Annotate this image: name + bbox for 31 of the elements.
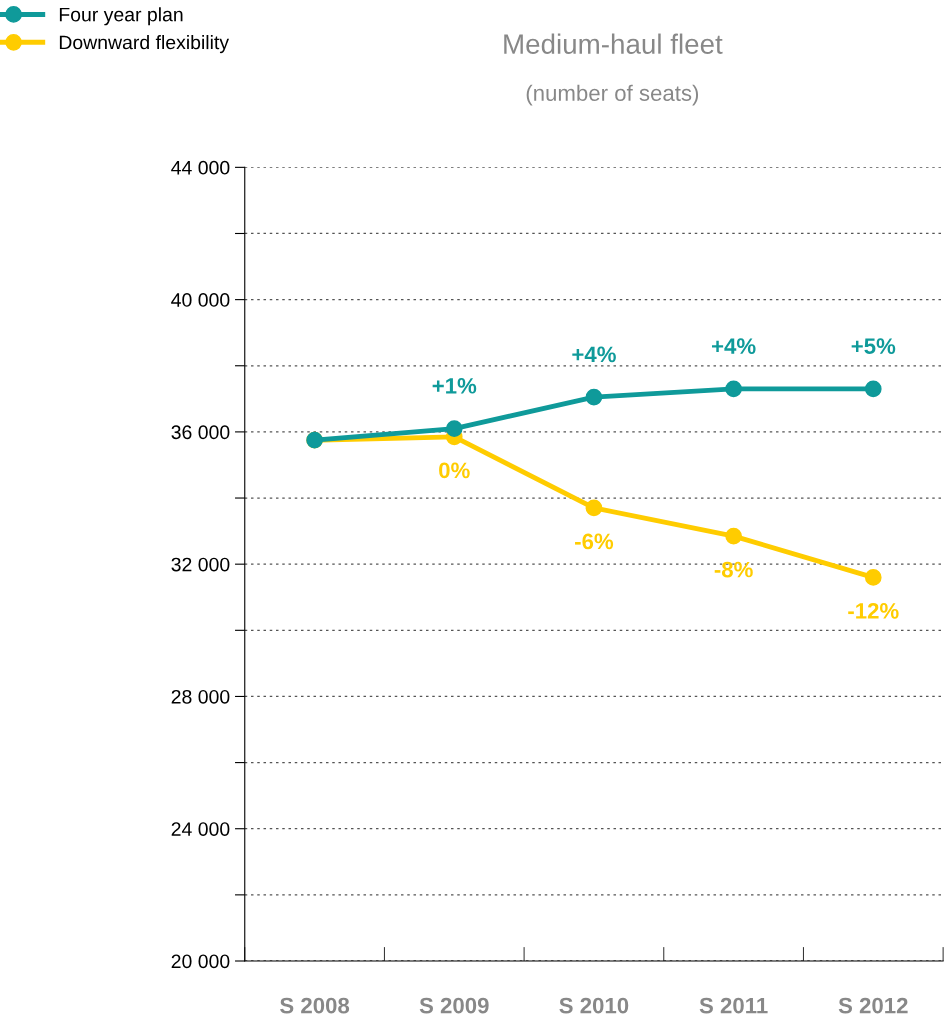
annotation: -6% bbox=[575, 533, 614, 550]
annotation: -8% bbox=[714, 561, 753, 578]
annotation: -12% bbox=[848, 602, 899, 619]
x-tick-label: S 2010 bbox=[559, 997, 629, 1014]
x-tick-label: S 2012 bbox=[838, 997, 908, 1014]
y-tick-label: 36 000 bbox=[171, 425, 230, 440]
chart-title: Medium-haul fleet bbox=[504, 33, 723, 54]
y-tick-label: 32 000 bbox=[171, 557, 230, 572]
point bbox=[864, 380, 882, 398]
x-tick-label: S 2009 bbox=[419, 997, 489, 1014]
legend-label: Downward flexibility bbox=[59, 35, 230, 54]
y-tick-label: 28 000 bbox=[171, 689, 230, 704]
y-tick-label: 24 000 bbox=[171, 822, 230, 836]
point bbox=[725, 527, 742, 545]
point bbox=[585, 388, 603, 406]
point bbox=[585, 499, 603, 517]
point bbox=[864, 569, 882, 586]
x-tick-label: S 2008 bbox=[280, 997, 350, 1014]
y-tick-label: 40 000 bbox=[171, 293, 230, 307]
annotation: +4% bbox=[711, 338, 756, 354]
chart-subtitle: (number of seats) bbox=[526, 84, 699, 106]
legend-label: Four year plan bbox=[59, 7, 183, 26]
y-tick-label: 20 000 bbox=[171, 954, 230, 969]
y-tick-label: 44 000 bbox=[171, 160, 230, 175]
x-tick-label: S 2011 bbox=[699, 997, 768, 1014]
annotation: 0% bbox=[439, 462, 470, 479]
annotation: +5% bbox=[851, 338, 896, 354]
point bbox=[445, 420, 463, 437]
annotation: +1% bbox=[432, 377, 477, 394]
annotation: +4% bbox=[572, 346, 616, 363]
point bbox=[725, 380, 742, 398]
